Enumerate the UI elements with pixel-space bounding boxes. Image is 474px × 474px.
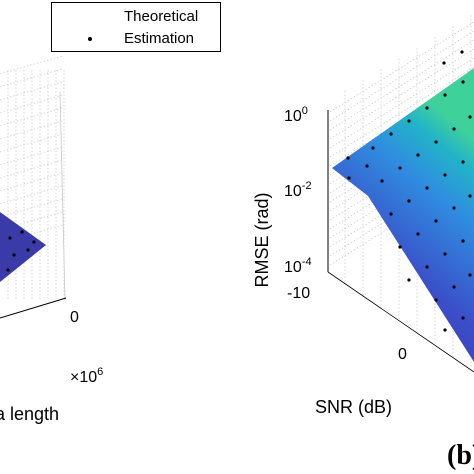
right-estimation-dot [371,146,375,150]
right-estimation-dot [461,316,465,320]
left-grid-line [0,94,63,114]
right-grid-line [329,30,474,122]
left-estimation-dot [20,230,24,234]
right-estimation-dot [416,153,420,157]
right-estimation-dot [407,278,411,282]
right-estimation-dot [461,80,465,84]
left-x-tick-0: 0 [70,309,79,326]
right-estimation-dot [443,328,447,332]
left-estimation-dots [6,230,36,272]
left-grid-line [0,55,63,75]
right-estimation-dot [443,252,447,256]
left-estimation-dot [32,240,36,244]
right-estimation-dot [389,132,393,136]
right-estimation-dot [452,127,456,131]
left-grid-line [0,81,63,101]
right-estimation-dot [365,164,369,168]
right-estimation-dot [425,265,429,269]
left-estimation-dot [26,248,30,252]
left-x-axis-label: Data length [0,404,59,424]
right-base-axis [327,271,474,373]
right-estimation-dot [461,239,465,243]
right-estimation-dot [468,194,472,198]
right-estimation-dot [407,199,411,203]
legend-item-estimation: Estimation [52,29,220,49]
right-estimation-dot [443,173,447,177]
left-grid-line [0,198,63,218]
right-estimation-dot [398,245,402,249]
left-estimation-dot [6,268,10,272]
right-estimation-dot [380,179,384,183]
right-estimation-dot [452,206,456,210]
right-z-tick-2: 10-4 [284,256,312,276]
legend-label-estimation: Estimation [124,30,195,47]
left-panel: 0 ×106 Data length [0,55,103,424]
right-grid-line [329,48,474,140]
right-grid-line [329,57,474,149]
right-estimation-dot [443,93,447,97]
legend-dot-marker [88,37,92,41]
right-estimation-dot [460,50,464,54]
right-grid-line [329,39,474,131]
right-z-tick-0: 100 [284,105,308,125]
right-estimation-dot [346,156,350,160]
right-estimation-dot [461,160,465,164]
right-z-tick-1: 10-2 [284,180,312,200]
left-x-exponent: ×106 [70,366,103,386]
left-x-axis [0,297,67,319]
right-estimation-dots [346,50,472,332]
left-grid-line [0,159,63,179]
right-estimation-dot [442,61,446,65]
right-x-tick-1: 0 [398,346,407,363]
left-grid [0,55,65,300]
right-estimation-dot [468,273,472,277]
left-grid-line [0,172,63,192]
right-estimation-dot [425,106,429,110]
right-y-axis-label: RMSE (rad) [252,192,272,287]
right-x-tick-0: -10 [287,285,310,302]
left-surface [0,212,46,282]
right-grid-line [329,66,474,158]
left-grid-line [0,133,63,153]
right-panel: 100 10-2 10-4 RMSE (rad) -10 0 SNR (dB) [252,15,474,417]
left-grid-line [0,68,63,88]
right-estimation-dot [416,232,420,236]
right-estimation-dot [425,186,429,190]
panel-label: (b) [447,440,474,471]
left-grid-line [0,120,63,140]
left-estimation-dot [12,253,16,257]
right-estimation-dot [434,140,438,144]
legend-label-theoretical: Theoretical [124,8,199,25]
left-estimation-dot [8,236,12,240]
left-grid-line [0,107,63,127]
left-grid-line [0,146,63,166]
right-estimation-dot [434,219,438,223]
right-x-axis-label: SNR (dB) [315,397,392,417]
right-surface [332,68,474,362]
right-estimation-dot [347,176,351,180]
right-estimation-dot [407,119,411,123]
right-estimation-dot [398,166,402,170]
left-axis-edge [59,91,66,301]
right-estimation-dot [389,212,393,216]
right-estimation-dot [452,285,456,289]
right-estimation-dot [468,115,472,119]
left-grid-line [0,185,63,205]
right-grid-line [329,21,474,113]
legend: Theoretical Estimation [51,2,221,52]
right-estimation-dot [434,298,438,302]
legend-item-theoretical: Theoretical [52,7,220,27]
